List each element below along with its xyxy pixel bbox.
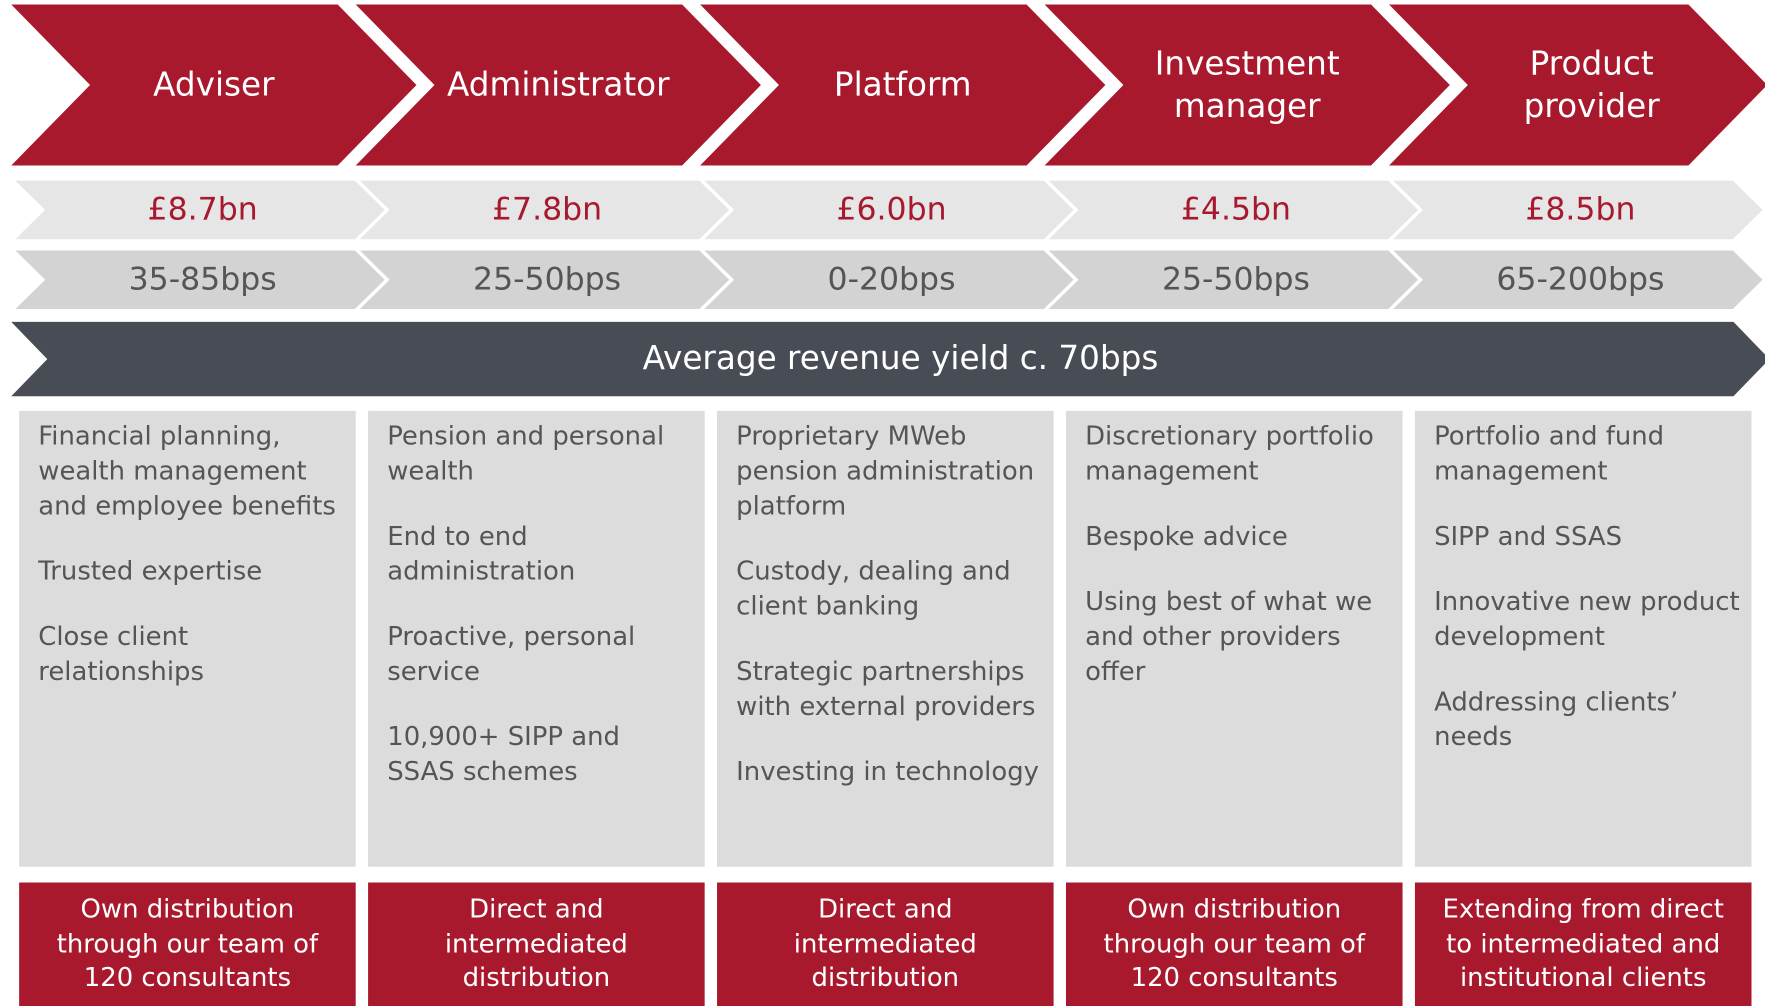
description-point: Discretionary portfolio management [1085, 422, 1374, 487]
chevron [11, 4, 417, 166]
description-point: Investing in technology [736, 757, 1039, 788]
description-point: Trusted expertise [38, 557, 263, 587]
description-point: Portfolio and fund management [1434, 422, 1665, 487]
revenue-yield: 65-200bps [1496, 260, 1665, 298]
market-size: £8.7bn [147, 190, 258, 228]
column-title: Administrator [447, 64, 670, 104]
description-point: Proactive, personal service [387, 622, 636, 687]
description-point: Innovative new product development [1434, 587, 1740, 652]
market-size: £8.5bn [1525, 190, 1636, 228]
description-point: End to end administration [387, 522, 576, 587]
description-point: Pension and personal wealth [387, 422, 665, 487]
column-title: Investment manager [1154, 43, 1340, 125]
banner-arrow [11, 321, 1765, 397]
market-size: £6.0bn [836, 190, 947, 228]
market-size: £4.5bn [1180, 190, 1292, 228]
description-point: Addressing clients’ needs [1434, 688, 1679, 753]
market-size: £7.8bn [491, 190, 603, 228]
distribution-box: Direct and intermediated distribution [717, 882, 1054, 1006]
banner-text: Average revenue yield c. 70bps [642, 338, 1159, 378]
distribution-box: Own distribution through our team of 120… [1065, 882, 1403, 1006]
distribution-box: Own distribution through our team of 120… [19, 882, 356, 1006]
description-box: Portfolio and fund management SIPP and SS… [1414, 410, 1752, 867]
chevron [1044, 4, 1450, 166]
revenue-yield: 25-50bps [473, 260, 622, 298]
column-title: Adviser [153, 64, 275, 104]
description-box: Pension and personal wealth End to end ad… [368, 410, 705, 867]
column-title: Product provider [1523, 43, 1660, 125]
description-box: Proprietary MWeb pension administration … [717, 410, 1054, 867]
distribution-box: Extending from direct to intermediated a… [1414, 882, 1752, 1006]
description-point: Strategic partnerships with external pro… [736, 657, 1036, 722]
column-title: Platform [833, 64, 972, 104]
revenue-yield: 0-20bps [827, 260, 956, 298]
description-box: Discretionary portfolio management Bespok… [1065, 410, 1403, 867]
description-point: Using best of what we and other provider… [1085, 587, 1373, 687]
description-point: Financial planning, wealth management an… [38, 422, 336, 522]
chevron [1389, 4, 1765, 166]
distribution-box: Direct and intermediated distribution [368, 882, 705, 1006]
description-point: Bespoke advice [1085, 522, 1288, 552]
description-point: Custody, dealing and client banking [736, 557, 1011, 622]
description-box: Financial planning, wealth management an… [19, 410, 356, 867]
chevron [700, 4, 1106, 166]
description-point: Close client relationships [38, 622, 204, 687]
yield-cell [1384, 247, 1765, 313]
description-point: 10,900+ SIPP and SSAS schemes [387, 722, 620, 788]
size-cell [1384, 177, 1765, 243]
revenue-yield: 25-50bps [1161, 260, 1310, 298]
description-point: SIPP and SSAS [1434, 522, 1623, 552]
chevron [355, 4, 761, 166]
description-point: Proprietary MWeb pension administration … [736, 422, 1035, 522]
revenue-yield: 35-85bps [128, 260, 277, 298]
